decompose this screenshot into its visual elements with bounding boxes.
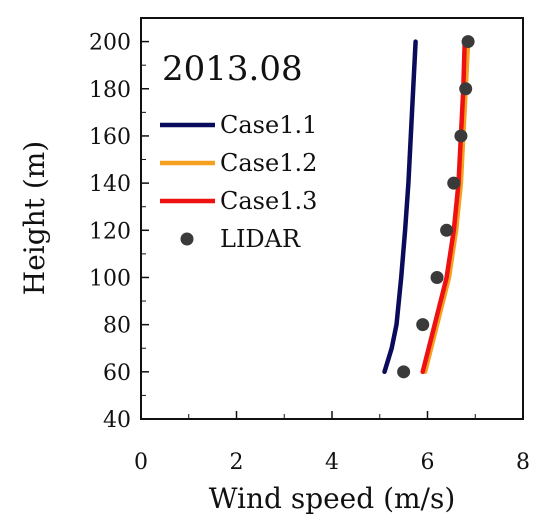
y-tick-label: 140	[89, 172, 131, 197]
legend-swatch-lidar	[180, 232, 194, 246]
x-axis-title: Wind speed (m/s)	[209, 482, 456, 515]
data-point-lidar	[461, 35, 475, 49]
y-tick-label: 120	[89, 219, 131, 244]
x-tick-label: 6	[421, 450, 435, 475]
axis-ticks	[140, 40, 524, 420]
legend-label-case1-1: Case1.1	[220, 111, 317, 139]
data-point-lidar	[454, 129, 468, 143]
y-tick-label: 200	[89, 31, 131, 56]
data-point-lidar	[447, 176, 461, 190]
series-layer	[382, 35, 475, 379]
series-line-case1-3	[420, 39, 467, 375]
y-tick-label: 80	[103, 314, 131, 339]
series-line-case1-1	[382, 39, 418, 375]
legend: Case1.1 Case1.2 Case1.3 LIDAR	[160, 111, 317, 253]
legend-label-case1-3: Case1.3	[220, 187, 317, 215]
x-tick-label: 8	[516, 450, 530, 475]
tick-labels: 40 60 80 100 120 140 160 180 200 0 2 4 6 8	[89, 31, 530, 475]
y-axis-title: Height (m)	[18, 141, 51, 295]
y-tick-label: 100	[89, 266, 131, 291]
plot-title: 2013.08	[162, 49, 303, 89]
data-point-lidar	[430, 270, 444, 284]
legend-label-lidar: LIDAR	[220, 225, 301, 253]
data-point-lidar	[397, 365, 411, 379]
y-tick-label: 60	[103, 361, 131, 386]
y-tick-label: 180	[89, 78, 131, 103]
data-point-lidar	[440, 223, 454, 237]
x-tick-label: 0	[134, 450, 148, 475]
legend-label-case1-2: Case1.2	[220, 149, 317, 177]
x-tick-label: 4	[325, 450, 339, 475]
series-line-case1-2	[422, 39, 471, 375]
data-point-lidar	[459, 82, 473, 96]
x-tick-label: 2	[230, 450, 244, 475]
data-point-lidar	[416, 318, 430, 332]
y-tick-label: 160	[89, 125, 131, 150]
y-tick-label: 40	[103, 408, 131, 433]
